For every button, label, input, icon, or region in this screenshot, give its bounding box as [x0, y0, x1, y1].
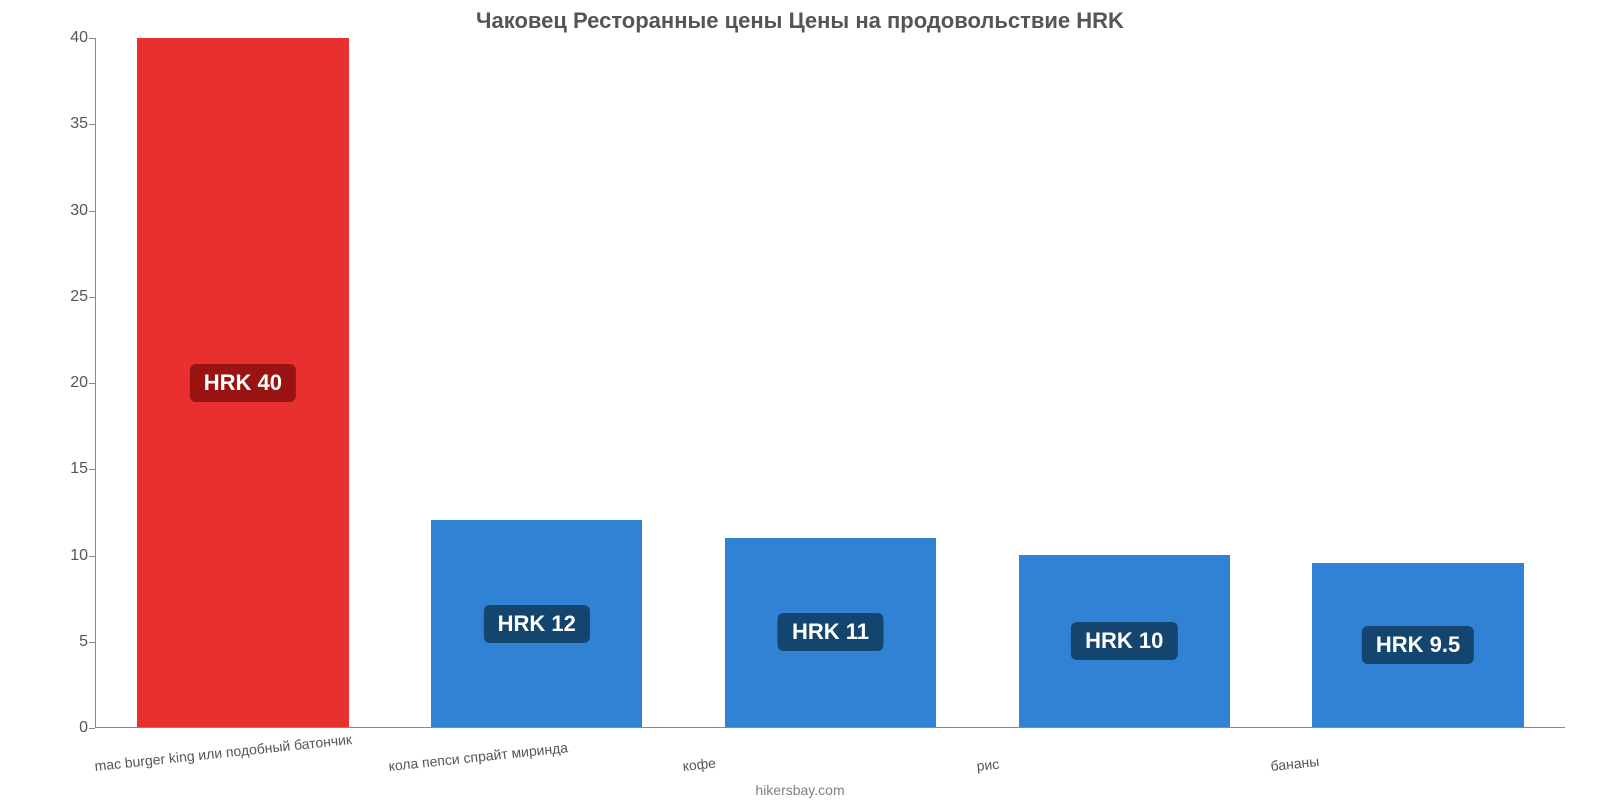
y-tick-label: 15: [28, 460, 88, 478]
chart-container: Чаковец Ресторанные цены Цены на продово…: [0, 0, 1600, 800]
bar-value-label: HRK 40: [190, 364, 296, 402]
x-axis-labels: mac burger king или подобный батончик ко…: [95, 730, 1565, 770]
bar-value-label: HRK 11: [778, 613, 883, 651]
y-tick-label: 5: [28, 633, 88, 651]
bar-slot: HRK 10: [977, 38, 1271, 727]
x-label-slot: рис: [977, 730, 1271, 770]
bar-coffee: HRK 11: [725, 538, 937, 727]
bar-value-label: HRK 9.5: [1362, 626, 1474, 664]
y-tick-label: 25: [28, 288, 88, 306]
x-label-slot: кола пепси спрайт миринда: [389, 730, 683, 770]
bar-rice: HRK 10: [1019, 555, 1231, 727]
x-label: рис: [976, 756, 1000, 774]
y-tick-label: 40: [28, 29, 88, 47]
bar-bananas: HRK 9.5: [1312, 563, 1524, 727]
y-tick-label: 10: [28, 547, 88, 565]
bar-value-label: HRK 10: [1071, 622, 1177, 660]
x-label: mac burger king или подобный батончик: [94, 731, 353, 774]
x-label: бананы: [1270, 753, 1320, 774]
y-tick-label: 35: [28, 115, 88, 133]
x-label-slot: кофе: [683, 730, 977, 770]
y-tick-label: 30: [28, 202, 88, 220]
attribution-text: hikersbay.com: [0, 782, 1600, 798]
x-label: кола пепси спрайт миринда: [388, 739, 569, 774]
chart-title: Чаковец Ресторанные цены Цены на продово…: [0, 8, 1600, 34]
bar-burger: HRK 40: [137, 38, 349, 727]
y-tick-label: 0: [28, 719, 88, 737]
x-label-slot: mac burger king или подобный батончик: [95, 730, 389, 770]
bar-value-label: HRK 12: [484, 605, 590, 643]
bar-slot: HRK 11: [684, 38, 978, 727]
y-tick-mark: [89, 728, 95, 729]
x-label: кофе: [682, 755, 717, 774]
bars-wrap: HRK 40 HRK 12 HRK 11 HRK 10: [96, 38, 1565, 727]
x-label-slot: бананы: [1271, 730, 1565, 770]
plot-area: HRK 40 HRK 12 HRK 11 HRK 10: [95, 38, 1565, 728]
y-tick-label: 20: [28, 374, 88, 392]
bar-slot: HRK 40: [96, 38, 390, 727]
bar-slot: HRK 9.5: [1271, 38, 1565, 727]
bar-slot: HRK 12: [390, 38, 684, 727]
bar-cola: HRK 12: [431, 520, 643, 727]
